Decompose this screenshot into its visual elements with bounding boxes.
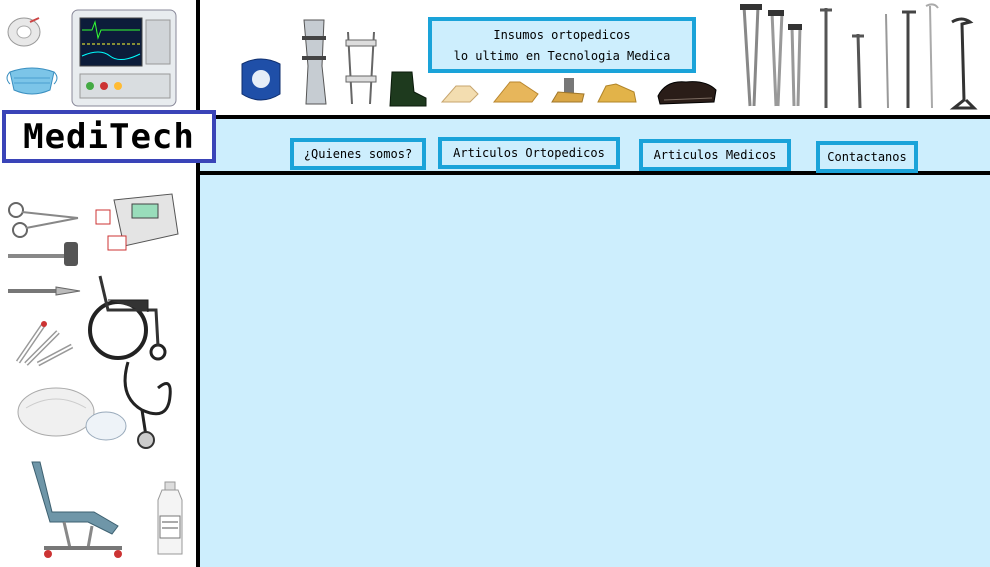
defibrillator-icon (95, 193, 179, 251)
ortho-shoe-icon (657, 81, 717, 105)
header-divider (200, 115, 990, 119)
tagline-line-1: Insumos ortopedicos (493, 28, 631, 42)
shoe-covers-icon (17, 387, 127, 441)
walking-canes-icon (820, 3, 978, 110)
nav-articulos-ortopedicos-label: Articulos Ortopedicos (453, 146, 605, 160)
logo[interactable]: MediTech (2, 110, 216, 163)
exam-chair-icon (31, 461, 122, 558)
leg-brace-icon (302, 19, 327, 105)
foot-prosthesis-icon (440, 78, 637, 103)
scissors-icon (8, 202, 79, 238)
sanitizer-bottle-icon (157, 481, 183, 555)
tagline-box: Insumos ortopedicos lo ultimo en Tecnolo… (428, 17, 696, 73)
wheelchair-icon (88, 275, 167, 361)
nav-divider (200, 171, 990, 175)
leg-splint-icon (345, 31, 377, 105)
main-content-area (200, 175, 990, 567)
nav-contactanos-button[interactable]: Contactanos (816, 141, 918, 173)
ortho-boot-icon (389, 71, 427, 107)
knee-brace-icon (241, 58, 281, 101)
syringes-icon (15, 321, 74, 367)
tape-roll-icon (7, 17, 41, 47)
tagline-line-2: lo ultimo en Tecnologia Medica (453, 49, 671, 63)
reflex-hammer-icon (8, 242, 78, 266)
nav-quienes-somos-label: ¿Quienes somos? (303, 147, 413, 161)
crutches-icon (740, 4, 802, 107)
surgical-mask-icon (6, 67, 58, 95)
nav-contactanos-label: Contactanos (827, 150, 907, 164)
logo-text: MediTech (23, 116, 195, 157)
nav-articulos-medicos-button[interactable]: Articulos Medicos (639, 139, 791, 171)
nav-articulos-medicos-label: Articulos Medicos (653, 148, 777, 162)
scalpel-icon (8, 286, 81, 296)
patient-monitor-icon (71, 9, 177, 107)
vertical-divider (196, 0, 200, 567)
nav-quienes-somos-button[interactable]: ¿Quienes somos? (290, 138, 426, 170)
stethoscope-icon (123, 361, 172, 449)
nav-articulos-ortopedicos-button[interactable]: Articulos Ortopedicos (438, 137, 620, 169)
